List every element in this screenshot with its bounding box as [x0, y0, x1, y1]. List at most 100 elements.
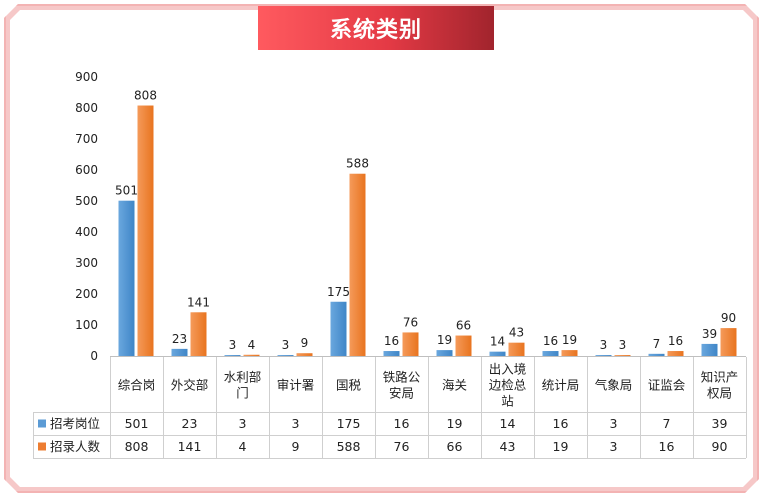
y-tick-label: 300: [75, 256, 98, 270]
x-category-label: 国税: [336, 378, 362, 393]
data-label: 16: [384, 334, 399, 348]
table-cell: 588: [337, 439, 361, 454]
x-category-label: 站: [501, 394, 514, 409]
x-category-label: 海关: [442, 378, 467, 393]
bar-positions: [330, 301, 347, 356]
table-cell: 66: [447, 439, 463, 454]
table-cell: 3: [239, 416, 247, 431]
data-label: 14: [490, 335, 505, 349]
bar-positions: [171, 348, 188, 356]
bar-recruits: [720, 328, 737, 356]
bar-recruits: [402, 332, 419, 356]
bar-positions: [648, 353, 665, 356]
x-category-label: 门: [236, 386, 249, 401]
data-label: 39: [702, 327, 717, 341]
x-category-label: 外交部: [171, 378, 209, 393]
data-label: 23: [172, 332, 187, 346]
data-label: 16: [543, 334, 558, 348]
table-cell: 90: [712, 439, 728, 454]
data-label: 43: [509, 326, 524, 340]
table-cell: 4: [239, 439, 247, 454]
bar-positions: [224, 355, 241, 356]
table-cell: 7: [663, 416, 671, 431]
x-category-label: 审计署: [277, 378, 315, 393]
bar-positions: [542, 351, 559, 356]
data-label: 90: [721, 311, 736, 325]
x-category-label: 安局: [389, 386, 414, 401]
x-category-label: 知识产: [701, 370, 739, 385]
table-cell: 501: [125, 416, 149, 431]
data-label: 808: [134, 89, 157, 103]
data-label: 76: [403, 315, 418, 329]
data-label: 175: [327, 285, 350, 299]
table-cell: 16: [394, 416, 410, 431]
table-cell: 16: [659, 439, 675, 454]
bar-recruits: [190, 312, 207, 356]
y-tick-label: 700: [75, 132, 98, 146]
x-category-label: 证监会: [648, 378, 686, 393]
x-category-label: 边检总: [489, 378, 527, 393]
bar-recruits: [614, 355, 631, 356]
bar-recruits: [296, 353, 313, 356]
data-label: 16: [668, 334, 683, 348]
y-tick-label: 900: [75, 70, 98, 84]
bar-recruits: [455, 335, 472, 356]
y-tick-label: 0: [90, 349, 98, 363]
bar-recruits: [243, 354, 260, 356]
data-label: 19: [562, 333, 577, 347]
data-label: 66: [456, 319, 471, 333]
table-cell: 19: [553, 439, 569, 454]
table-cell: 3: [292, 416, 300, 431]
bar-positions: [383, 351, 400, 356]
table-cell: 19: [447, 416, 463, 431]
x-category-label: 统计局: [542, 378, 580, 393]
y-tick-label: 400: [75, 225, 98, 239]
chart-title: 系统类别: [258, 6, 494, 50]
x-category-label: 综合岗: [118, 378, 156, 393]
data-label: 19: [437, 333, 452, 347]
legend-key-positions: [38, 419, 46, 428]
legend-key-recruits: [38, 442, 46, 451]
data-label: 501: [115, 184, 138, 198]
table-cell: 76: [394, 439, 410, 454]
data-label: 7: [653, 337, 661, 351]
x-category-label: 铁路公: [383, 370, 421, 385]
y-tick-label: 200: [75, 287, 98, 301]
table-cell: 808: [125, 439, 149, 454]
bar-positions: [489, 351, 506, 356]
table-cell: 14: [500, 416, 516, 431]
table-cell: 16: [553, 416, 569, 431]
bar-recruits: [667, 351, 684, 356]
table-cell: 43: [500, 439, 516, 454]
data-label: 3: [282, 338, 290, 352]
data-label: 141: [187, 295, 210, 309]
x-category-label: 权局: [707, 386, 732, 401]
legend-label: 招录人数: [50, 439, 101, 454]
x-category-label: 出入境: [489, 362, 527, 377]
bar-recruits: [349, 173, 366, 356]
data-label: 3: [619, 338, 627, 352]
bar-positions: [595, 355, 612, 356]
bar-recruits: [561, 350, 578, 356]
table-cell: 3: [610, 439, 618, 454]
table-cell: 175: [337, 416, 361, 431]
table-cell: 9: [292, 439, 300, 454]
data-label: 3: [229, 338, 237, 352]
x-category-label: 气象局: [595, 378, 633, 393]
y-tick-label: 600: [75, 163, 98, 177]
table-cell: 39: [712, 416, 728, 431]
bar-positions: [436, 350, 453, 356]
table-cell: 23: [182, 416, 198, 431]
table-cell: 3: [610, 416, 618, 431]
data-label: 9: [301, 336, 309, 350]
y-tick-label: 800: [75, 101, 98, 115]
x-category-label: 水利部: [224, 370, 262, 385]
bar-positions: [277, 355, 294, 356]
table-cell: 141: [178, 439, 202, 454]
data-label: 4: [248, 338, 256, 352]
bar-positions: [701, 343, 718, 356]
data-label: 588: [346, 157, 369, 171]
bar-recruits: [137, 105, 154, 357]
data-label: 3: [600, 338, 608, 352]
